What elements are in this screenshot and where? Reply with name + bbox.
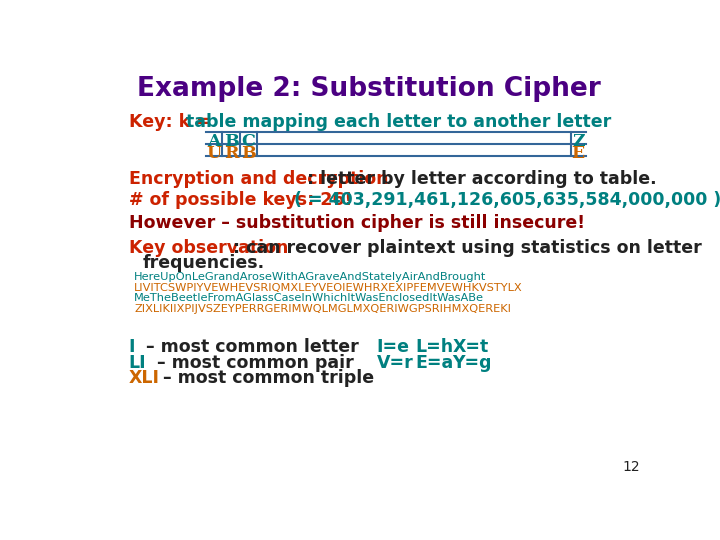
Text: ( = 403,291,461,126,605,635,584,000,000 ): ( = 403,291,461,126,605,635,584,000,000 … xyxy=(282,191,720,209)
Text: A: A xyxy=(207,132,221,150)
Text: ZIXLIKIIXPIJVSZEYPERRGERIMWQLMGLMXQERIWGPSRIHMXQEREKI: ZIXLIKIIXPIJVSZEYPERRGERIMWQLMGLMXQERIWG… xyxy=(134,304,511,314)
Text: Key observation: Key observation xyxy=(129,239,288,257)
Text: – most common triple: – most common triple xyxy=(158,369,374,387)
Text: : can recover plaintext using statistics on letter: : can recover plaintext using statistics… xyxy=(233,239,702,257)
Text: C: C xyxy=(241,132,255,150)
Text: Key: k =: Key: k = xyxy=(129,112,217,131)
Text: Z: Z xyxy=(572,132,585,150)
Text: I=e: I=e xyxy=(377,338,410,356)
Text: I: I xyxy=(129,338,135,356)
Text: 12: 12 xyxy=(623,461,640,475)
Text: : letter by letter according to table.: : letter by letter according to table. xyxy=(307,170,657,187)
Text: # of possible keys: 26!: # of possible keys: 26! xyxy=(129,191,352,209)
Text: XLI: XLI xyxy=(129,369,160,387)
Text: V=r: V=r xyxy=(377,354,413,372)
Text: E: E xyxy=(572,145,585,162)
Text: LIVITCSWPIYVEWHEVSRIQMXLEYVEOIEWHRXEXIPFEMVEWHKVSTYLX: LIVITCSWPIYVEWHEVSRIQMXLEYVEOIEWHRXEXIPF… xyxy=(134,283,523,293)
Text: However – substitution cipher is still insecure!: However – substitution cipher is still i… xyxy=(129,214,585,232)
Text: frequencies.: frequencies. xyxy=(143,254,265,272)
Text: Example 2: Substitution Cipher: Example 2: Substitution Cipher xyxy=(137,76,601,103)
Text: U: U xyxy=(207,145,222,162)
Text: MeTheBeetleFromAGlassCaseInWhichItWasEnclosedItWasABe: MeTheBeetleFromAGlassCaseInWhichItWasEnc… xyxy=(134,294,484,303)
Text: LI: LI xyxy=(129,354,146,372)
Text: Encryption and decryption: Encryption and decryption xyxy=(129,170,388,187)
Text: table mapping each letter to another letter: table mapping each letter to another let… xyxy=(186,112,611,131)
Text: E=a: E=a xyxy=(415,354,454,372)
Text: B: B xyxy=(240,145,256,162)
Text: B: B xyxy=(224,132,238,150)
Text: – most common pair: – most common pair xyxy=(151,354,354,372)
Text: HereUpOnLeGrandAroseWithAGraveAndStatelyAirAndBrought: HereUpOnLeGrandAroseWithAGraveAndStately… xyxy=(134,272,487,282)
Text: X=t: X=t xyxy=(453,338,489,356)
Text: R: R xyxy=(224,145,238,162)
Text: – most common letter: – most common letter xyxy=(140,338,359,356)
Text: L=h: L=h xyxy=(415,338,454,356)
Text: Y=g: Y=g xyxy=(453,354,492,372)
